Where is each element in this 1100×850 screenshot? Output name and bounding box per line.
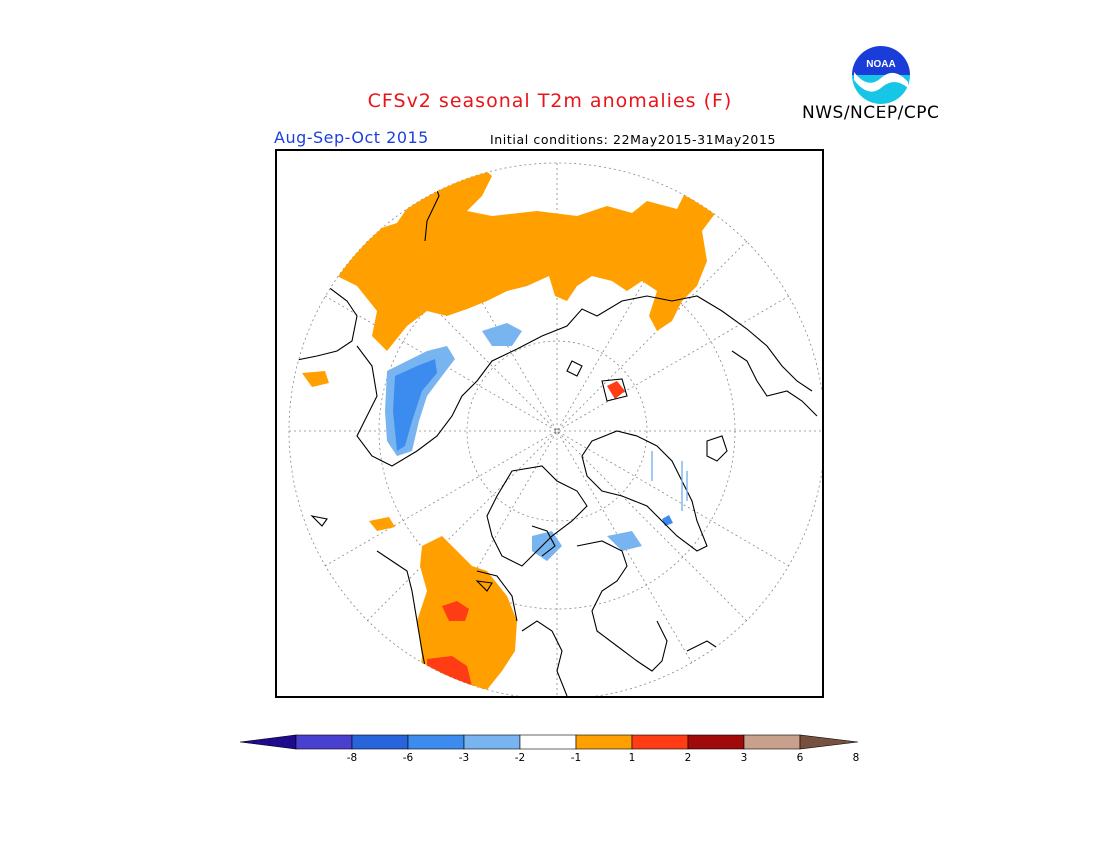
colorbar-segment <box>463 734 521 750</box>
cool-anomaly-canada <box>532 531 562 561</box>
colorbar-segment <box>519 734 577 750</box>
colorbar-tick-label: -3 <box>458 752 470 764</box>
forecast-period: Aug-Sep-Oct 2015 <box>274 128 429 147</box>
cool-anomaly-greenland <box>662 515 673 526</box>
colorbar-tick-label: -8 <box>346 752 358 764</box>
colorbar-segment <box>575 734 633 750</box>
coastlines <box>291 175 818 696</box>
warm-anomaly-europe <box>302 371 329 387</box>
noaa-logo: NOAA <box>848 42 914 112</box>
colorbar-svg <box>239 734 859 750</box>
warm-anomaly-eurasia <box>317 163 717 351</box>
colorbar-arrow-low <box>239 734 297 750</box>
colorbar-tick-label: 6 <box>796 752 804 764</box>
colorbar-tick-label: 2 <box>684 752 692 764</box>
initial-conditions: Initial conditions: 22May2015-31May2015 <box>490 132 777 147</box>
colorbar-segment <box>687 734 745 750</box>
colorbar-segment <box>407 734 465 750</box>
agency-label: NWS/NCEP/CPC <box>802 103 940 123</box>
cool-anomaly-arctic-core <box>393 359 437 451</box>
colorbar-segment <box>743 734 801 750</box>
polar-map <box>275 149 824 698</box>
colorbar <box>238 732 863 756</box>
colorbar-tick-label: -6 <box>402 752 414 764</box>
cool-anomaly-canada-2 <box>607 531 642 551</box>
colorbar-tick-label: 8 <box>852 752 860 764</box>
colorbar-tick-label: -1 <box>570 752 582 764</box>
colorbar-segment <box>631 734 689 750</box>
strong-warm-anomaly-1 <box>442 601 469 621</box>
noaa-logo-text: NOAA <box>866 59 895 70</box>
noaa-logo-icon: NOAA <box>850 44 912 106</box>
cool-anomaly-east-siberian <box>482 323 522 346</box>
colorbar-arrow-high <box>799 734 859 750</box>
map-title: CFSv2 seasonal T2m anomalies (F) <box>367 90 733 112</box>
colorbar-tick-label: 1 <box>628 752 636 764</box>
graticule <box>288 162 822 696</box>
data-streaks <box>651 451 688 511</box>
strong-warm-anomaly-3 <box>607 381 625 399</box>
colorbar-segment <box>351 734 409 750</box>
colorbar-tick-label: -2 <box>514 752 526 764</box>
anomaly-map <box>288 162 822 696</box>
warm-anomaly-north-america-small <box>369 517 395 531</box>
warm-anomaly-north-america <box>417 536 517 696</box>
colorbar-segment <box>295 734 353 750</box>
colorbar-tick-label: 3 <box>740 752 748 764</box>
